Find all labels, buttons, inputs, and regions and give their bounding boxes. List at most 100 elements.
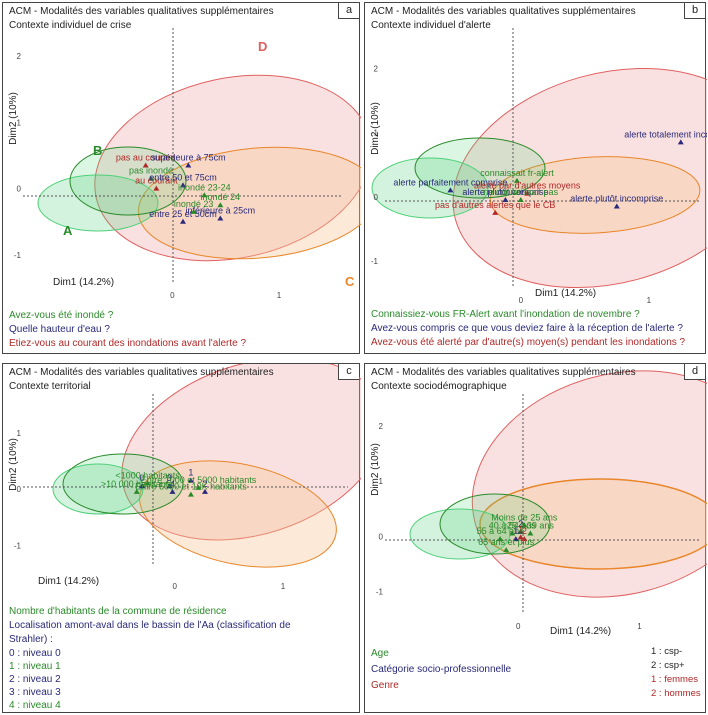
panel-c: 0 1 -1 0 1 0 <1000 habitants 1 3 Entre 1000 et 50… — [2, 363, 361, 713]
point-label: Entre 1000 et 5000 habitants — [141, 475, 257, 485]
data-point — [190, 208, 197, 214]
legend-right-1: 1 : csp- — [651, 646, 683, 657]
data-point — [217, 202, 224, 208]
y-tick-label: -1 — [14, 251, 22, 260]
ellipse-red — [121, 364, 361, 541]
point-label: inondé 23-24 — [178, 182, 231, 192]
panel-subtitle: Contexte territorial — [9, 381, 91, 392]
data-point — [153, 185, 160, 191]
ellipse-c — [137, 146, 361, 260]
y-tick-label: 0 — [17, 485, 22, 494]
y-tick-label: 2 — [374, 65, 379, 74]
y-tick-label: 1 — [17, 118, 22, 127]
panel-letter: c — [338, 364, 359, 380]
legend-1: Age — [371, 648, 389, 659]
point-label: alerte plutôt comprise — [462, 187, 548, 197]
ellipse-b — [69, 146, 187, 216]
axis-y-label: Dim2 (10%) — [7, 438, 19, 491]
point-label: inondé 23 — [174, 199, 214, 209]
point-label: 2 — [522, 526, 527, 536]
point-label: 4 — [170, 479, 175, 489]
data-point — [613, 203, 620, 209]
ellipse-green-1 — [371, 157, 489, 219]
point-label: alerte plutôt incomprise — [570, 193, 663, 203]
data-point — [187, 491, 194, 497]
ellipse-red — [471, 370, 707, 598]
data-point — [195, 484, 202, 490]
data-point — [517, 534, 524, 540]
x-tick-label: 0 — [516, 622, 521, 631]
data-point — [509, 530, 516, 536]
legend-2: Quelle hauteur d'eau ? — [9, 324, 110, 335]
point-label: >10 000 habitants — [101, 479, 173, 489]
data-point — [142, 162, 149, 168]
legend-1: Nombre d'habitants de la commune de rési… — [9, 606, 227, 617]
legend-2: Avez-vous compris ce que vous deviez fai… — [371, 323, 683, 334]
y-tick-label: -1 — [371, 257, 379, 266]
x-tick-label: 0 — [170, 291, 175, 300]
data-point — [517, 197, 524, 203]
data-point — [217, 215, 224, 221]
axis-y-label: Dim2 (10%) — [7, 92, 19, 145]
x-tick-label: 1 — [277, 291, 282, 300]
point-label: 2 — [202, 479, 207, 489]
point-label: au courant — [135, 176, 178, 186]
point-label: 55 à 64 ans — [477, 526, 525, 536]
data-point — [524, 190, 531, 196]
x-tick-label: 1 — [637, 622, 642, 631]
point-label: connaissait fr-alert — [480, 168, 554, 178]
data-point — [201, 192, 208, 198]
ellipse-a — [37, 174, 159, 232]
x-tick-label: 1 — [647, 296, 652, 305]
panel-subtitle: Contexte individuel d'alerte — [371, 20, 491, 31]
point-label: alerte totalement incomprise — [624, 129, 707, 139]
panel-subtitle: Contexte individuel de crise — [9, 20, 132, 31]
point-label: alerte parfaitement comprise — [393, 177, 507, 187]
axis-x-label: Dim1 (14.2%) — [535, 288, 597, 299]
point-label: <1000 habitants — [115, 470, 180, 480]
axis-x-label: Dim1 (14.2%) — [53, 277, 115, 288]
data-point — [180, 218, 186, 224]
legend-2: Catégorie socio-professionnelle — [371, 664, 512, 675]
group-label-d: D — [258, 39, 267, 54]
panel-title: ACM - Modalités des variables qualitativ… — [371, 6, 636, 17]
y-tick-label: 0 — [17, 185, 22, 194]
legend-right-2: 2 : csp+ — [651, 660, 685, 671]
panel-letter: b — [684, 3, 705, 19]
y-tick-label: -1 — [14, 541, 22, 550]
legend-3: Strahler) : — [9, 634, 53, 645]
y-tick-label: 1 — [17, 429, 22, 438]
data-point — [517, 528, 524, 534]
legend-7: 3 : niveau 3 — [9, 687, 61, 698]
y-tick-label: 0 — [374, 193, 379, 202]
panel-letter: d — [684, 364, 705, 380]
point-label: entre 50 et 75cm — [149, 172, 217, 182]
data-point — [169, 488, 176, 494]
data-point — [139, 483, 146, 489]
legend-3: Avez-vous été alerté par d'autre(s) moye… — [371, 337, 686, 348]
plot-b: 0 1 -1 0 1 2 alerte totalement incomprise alert… — [371, 28, 707, 305]
legend-3: Genre — [371, 680, 399, 691]
data-point — [185, 162, 192, 168]
data-point — [512, 536, 519, 542]
data-point — [133, 488, 140, 494]
ellipse-orange — [479, 478, 707, 570]
panel-d: 0 1 -1 0 1 2 Moins de 25 ans 25 à 39 ans 40 à 54… — [364, 363, 707, 713]
data-point — [447, 187, 454, 193]
legend-4: 0 : niveau 0 — [9, 648, 61, 659]
axis-x-label: Dim1 (14.2%) — [38, 576, 100, 587]
ellipse-red — [452, 67, 707, 289]
point-label: 65 ans et plus — [478, 537, 535, 547]
point-label: 1 — [513, 526, 518, 536]
group-label-b: B — [93, 143, 102, 158]
data-point — [502, 197, 509, 203]
y-tick-label: 1 — [374, 129, 379, 138]
point-label: 2 — [518, 519, 523, 529]
x-tick-label: 0 — [519, 296, 524, 305]
data-point — [527, 530, 534, 536]
group-label-a: A — [63, 223, 73, 238]
legend-3: Etiez-vous au courant des inondations av… — [9, 338, 247, 349]
